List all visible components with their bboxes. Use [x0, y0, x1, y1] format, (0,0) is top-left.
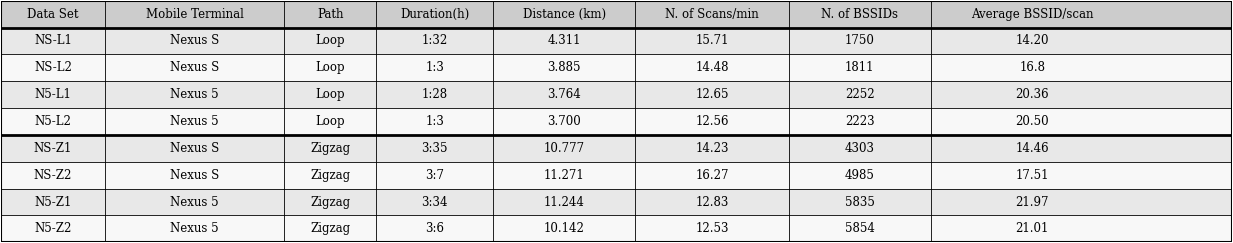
Text: N. of BSSIDs: N. of BSSIDs	[821, 8, 899, 21]
Text: Nexus S: Nexus S	[170, 35, 219, 47]
Text: NS-L2: NS-L2	[35, 61, 72, 74]
Text: 12.56: 12.56	[695, 115, 729, 128]
Text: 2223: 2223	[845, 115, 874, 128]
Text: 3:34: 3:34	[422, 196, 448, 208]
Text: 10.142: 10.142	[544, 222, 584, 235]
Text: 20.36: 20.36	[1015, 88, 1049, 101]
Bar	[1, 27, 1232, 54]
Text: 12.53: 12.53	[695, 222, 729, 235]
Text: 5854: 5854	[845, 222, 874, 235]
Text: Mobile Terminal: Mobile Terminal	[145, 8, 244, 21]
Text: 3.700: 3.700	[547, 115, 581, 128]
Text: Nexus S: Nexus S	[170, 169, 219, 182]
Text: 11.244: 11.244	[544, 196, 584, 208]
Text: 1:3: 1:3	[425, 61, 444, 74]
Text: 17.51: 17.51	[1016, 169, 1049, 182]
Text: N5-Z1: N5-Z1	[35, 196, 72, 208]
Text: N. of Scans/min: N. of Scans/min	[665, 8, 758, 21]
Text: N5-L2: N5-L2	[35, 115, 72, 128]
Text: Loop: Loop	[316, 61, 345, 74]
Bar	[1, 189, 1232, 216]
Text: 1:32: 1:32	[422, 35, 448, 47]
Text: 21.01: 21.01	[1016, 222, 1049, 235]
Text: Path: Path	[317, 8, 344, 21]
Text: 4303: 4303	[845, 142, 874, 155]
Text: 11.271: 11.271	[544, 169, 584, 182]
Text: 21.97: 21.97	[1016, 196, 1049, 208]
Text: 4985: 4985	[845, 169, 874, 182]
Bar	[1, 108, 1232, 135]
Text: Loop: Loop	[316, 88, 345, 101]
Text: 5835: 5835	[845, 196, 874, 208]
Text: Nexus S: Nexus S	[170, 61, 219, 74]
Text: Nexus 5: Nexus 5	[170, 115, 219, 128]
Text: NS-Z2: NS-Z2	[33, 169, 73, 182]
Text: 14.23: 14.23	[695, 142, 729, 155]
Bar	[1, 216, 1232, 242]
Text: Loop: Loop	[316, 35, 345, 47]
Text: Data Set: Data Set	[27, 8, 79, 21]
Text: 3:6: 3:6	[425, 222, 444, 235]
Text: 3:7: 3:7	[425, 169, 444, 182]
Text: 16.8: 16.8	[1020, 61, 1046, 74]
Text: N5-L1: N5-L1	[35, 88, 72, 101]
Text: Zigzag: Zigzag	[309, 222, 350, 235]
Text: Distance (km): Distance (km)	[523, 8, 605, 21]
Text: 12.65: 12.65	[695, 88, 729, 101]
Bar	[1, 81, 1232, 108]
Text: 10.777: 10.777	[544, 142, 584, 155]
Text: Nexus 5: Nexus 5	[170, 196, 219, 208]
Text: 1:3: 1:3	[425, 115, 444, 128]
Text: 14.48: 14.48	[695, 61, 729, 74]
Text: Nexus 5: Nexus 5	[170, 88, 219, 101]
Text: 15.71: 15.71	[695, 35, 729, 47]
Text: Zigzag: Zigzag	[309, 142, 350, 155]
Bar	[1, 54, 1232, 81]
Text: NS-Z1: NS-Z1	[33, 142, 73, 155]
Text: 1:28: 1:28	[422, 88, 448, 101]
Text: Average BSSID/scan: Average BSSID/scan	[970, 8, 1094, 21]
Text: 3.764: 3.764	[547, 88, 581, 101]
Text: 16.27: 16.27	[695, 169, 729, 182]
Text: 14.20: 14.20	[1016, 35, 1049, 47]
Text: 1811: 1811	[845, 61, 874, 74]
Bar	[1, 135, 1232, 162]
Text: N5-Z2: N5-Z2	[35, 222, 72, 235]
Text: Nexus 5: Nexus 5	[170, 222, 219, 235]
Text: Zigzag: Zigzag	[309, 196, 350, 208]
Text: 14.46: 14.46	[1015, 142, 1049, 155]
Text: 1750: 1750	[845, 35, 874, 47]
Text: 3.885: 3.885	[547, 61, 581, 74]
Text: Duration(h): Duration(h)	[401, 8, 470, 21]
Text: 2252: 2252	[845, 88, 874, 101]
Text: 3:35: 3:35	[422, 142, 448, 155]
Text: 12.83: 12.83	[695, 196, 729, 208]
Text: Nexus S: Nexus S	[170, 142, 219, 155]
Text: Loop: Loop	[316, 115, 345, 128]
Bar	[1, 162, 1232, 189]
Text: Zigzag: Zigzag	[309, 169, 350, 182]
Text: 4.311: 4.311	[547, 35, 581, 47]
Bar	[1, 1, 1232, 27]
Text: 20.50: 20.50	[1015, 115, 1049, 128]
Text: NS-L1: NS-L1	[35, 35, 72, 47]
